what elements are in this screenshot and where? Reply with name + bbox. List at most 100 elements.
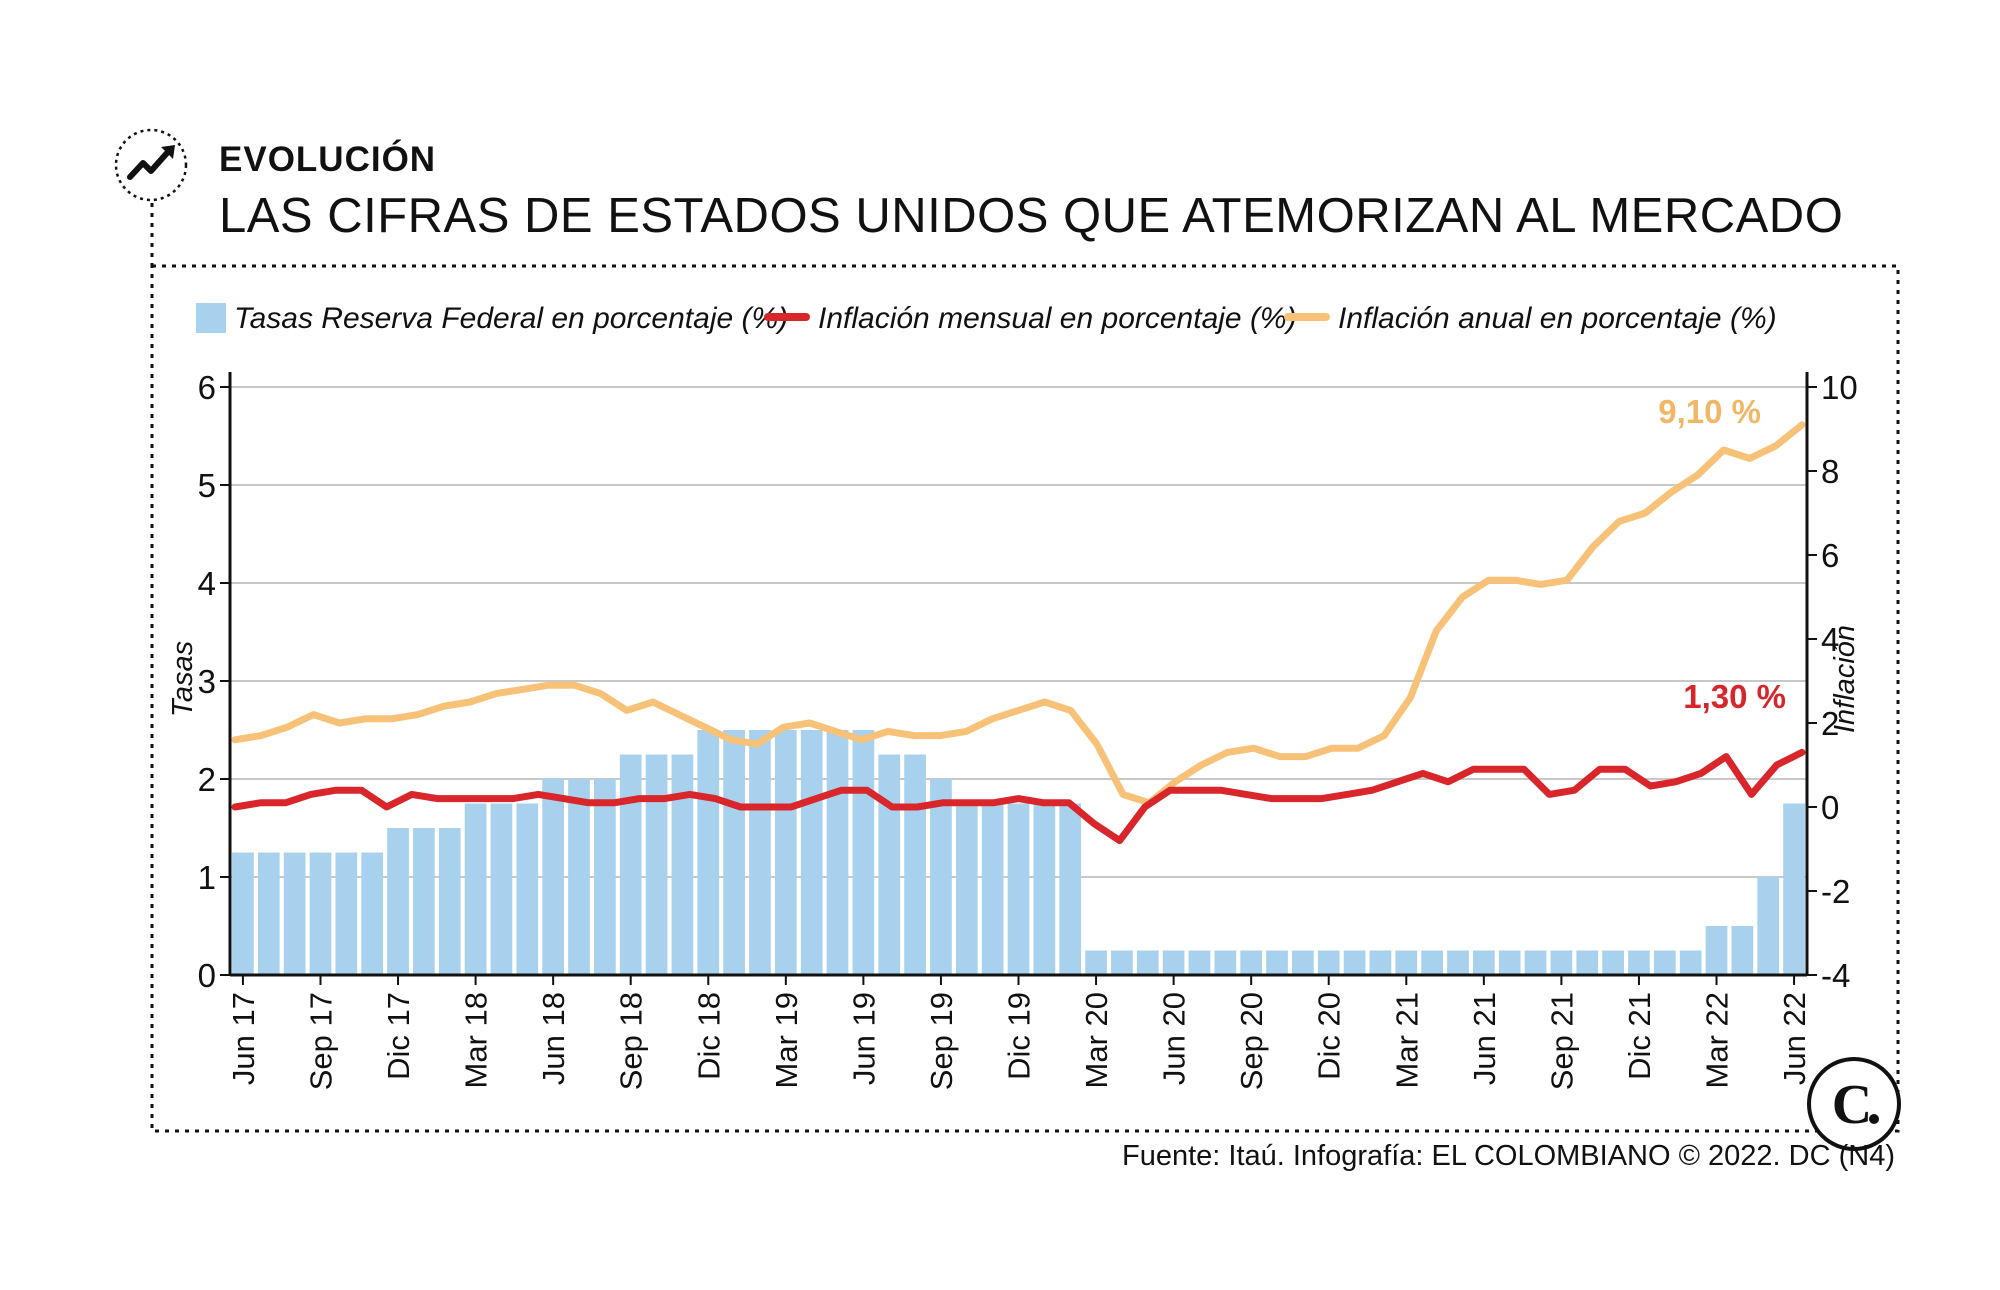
bar xyxy=(955,803,978,975)
bar xyxy=(1266,950,1288,975)
y-tick-label-left: 5 xyxy=(198,467,216,504)
bar xyxy=(1447,950,1469,975)
bar xyxy=(1524,950,1547,975)
bar xyxy=(1188,950,1211,975)
bar xyxy=(878,754,901,975)
monthly-inflation-line xyxy=(231,748,1806,845)
bar xyxy=(1472,950,1495,975)
bar xyxy=(1343,950,1366,975)
line-series xyxy=(231,421,1806,845)
x-tick-label: Jun 18 xyxy=(536,992,571,1085)
x-tick-label: Mar 19 xyxy=(769,992,804,1088)
x-tick-label: Mar 18 xyxy=(459,992,494,1088)
bar xyxy=(800,730,823,975)
bar xyxy=(981,803,1004,975)
bar xyxy=(930,779,952,975)
x-tick-label: Mar 22 xyxy=(1700,992,1735,1088)
source-note: Fuente: Itaú. Infografía: EL COLOMBIANO … xyxy=(1121,1140,1895,1172)
bar xyxy=(904,754,926,975)
legend-label-bars: Tasas Reserva Federal en porcentaje (%) xyxy=(234,302,789,335)
bar xyxy=(361,852,384,975)
x-tick-label: Sep 18 xyxy=(614,992,649,1090)
bar xyxy=(1628,950,1650,975)
y-tick-label-right: 10 xyxy=(1821,369,1858,406)
legend-label-monthly: Inflación mensual en porcentaje (%) xyxy=(818,302,1297,335)
bar xyxy=(594,779,616,975)
monthly-inflation-annotation: 1,30 % xyxy=(1683,678,1786,715)
bar xyxy=(852,730,875,975)
bar xyxy=(1421,950,1443,975)
bar xyxy=(645,754,668,975)
x-tick-label: Mar 21 xyxy=(1389,992,1424,1088)
x-tick-label: Dic 17 xyxy=(381,992,416,1080)
annotations: 9,10 % 1,30 % xyxy=(1658,393,1786,715)
chart-frame xyxy=(150,264,1900,1133)
x-tick-label: Sep 20 xyxy=(1234,992,1269,1090)
x-tick-label: Sep 17 xyxy=(303,992,338,1090)
y-tick-label-left: 0 xyxy=(198,957,216,994)
bar-series xyxy=(232,730,1805,975)
bar xyxy=(542,779,565,975)
y-tick-label-left: 3 xyxy=(198,663,216,700)
x-tick-label: Sep 19 xyxy=(924,992,959,1090)
bar xyxy=(1317,950,1340,975)
y-tick-label-right: -4 xyxy=(1821,957,1850,994)
legend-item-bars: Tasas Reserva Federal en porcentaje (%) xyxy=(196,302,788,336)
legend-item-monthly: Inflación mensual en porcentaje (%) xyxy=(764,302,1297,336)
bar xyxy=(232,852,254,975)
page-title: LAS CIFRAS DE ESTADOS UNIDOS QUE ATEMORI… xyxy=(219,189,1844,243)
annual-inflation-line xyxy=(231,421,1806,807)
y-tick-label-left: 1 xyxy=(198,859,216,896)
bar xyxy=(774,730,797,975)
svg-text:C: C xyxy=(1832,1074,1872,1136)
bar xyxy=(1292,950,1314,975)
x-tick-label: Dic 19 xyxy=(1002,992,1037,1080)
y-axis-label-left: Tasas xyxy=(167,641,199,717)
bar xyxy=(1111,950,1133,975)
bar xyxy=(697,730,720,975)
bar xyxy=(1369,950,1392,975)
bar xyxy=(1498,950,1521,975)
y-tick-label-left: 4 xyxy=(198,565,216,602)
x-tick-label: Jun 20 xyxy=(1157,992,1192,1085)
y-tick-label-right: 6 xyxy=(1821,537,1839,574)
bar xyxy=(568,779,590,975)
el-colombiano-logo: C xyxy=(1805,1055,1903,1153)
bar xyxy=(464,803,487,975)
y-tick-label-right: 0 xyxy=(1821,789,1839,826)
bar xyxy=(1550,950,1573,975)
bar xyxy=(1395,950,1418,975)
x-tick-label: Jun 17 xyxy=(226,992,261,1085)
x-tick-label: Mar 20 xyxy=(1079,992,1114,1088)
bar xyxy=(413,828,435,975)
bar xyxy=(1783,803,1805,975)
bar xyxy=(1162,950,1185,975)
bar xyxy=(1576,950,1599,975)
bar xyxy=(490,803,513,975)
bar xyxy=(1757,877,1780,975)
kicker: EVOLUCIÓN xyxy=(219,140,437,179)
y-tick-label-left: 6 xyxy=(198,369,216,406)
y-tick-label-right: 8 xyxy=(1821,453,1839,490)
bar xyxy=(619,754,642,975)
bar xyxy=(826,730,849,975)
bar xyxy=(1240,950,1263,975)
bar xyxy=(1136,950,1159,975)
bar xyxy=(671,754,694,975)
bar xyxy=(516,803,539,975)
bar xyxy=(1214,950,1237,975)
x-tick-label: Dic 18 xyxy=(691,992,726,1080)
bar xyxy=(1602,950,1624,975)
bar xyxy=(1731,926,1754,975)
x-tick-label: Jun 19 xyxy=(846,992,881,1085)
x-tick-label: Jun 22 xyxy=(1777,992,1812,1085)
x-tick-label: Dic 20 xyxy=(1312,992,1347,1080)
axes: 0 1 2 3 4 5 6 -4 -2 0 2 4 6 8 10 Jun 17 Sep 17 Dic 17 Mar … xyxy=(198,369,1858,1090)
bar xyxy=(1679,950,1702,975)
bar xyxy=(1059,803,1082,975)
legend-swatch-monthly xyxy=(764,313,810,321)
bar xyxy=(1705,926,1728,975)
y-tick-label-left: 2 xyxy=(198,761,216,798)
bar xyxy=(1033,803,1056,975)
x-tick-label: Jun 21 xyxy=(1467,992,1502,1085)
